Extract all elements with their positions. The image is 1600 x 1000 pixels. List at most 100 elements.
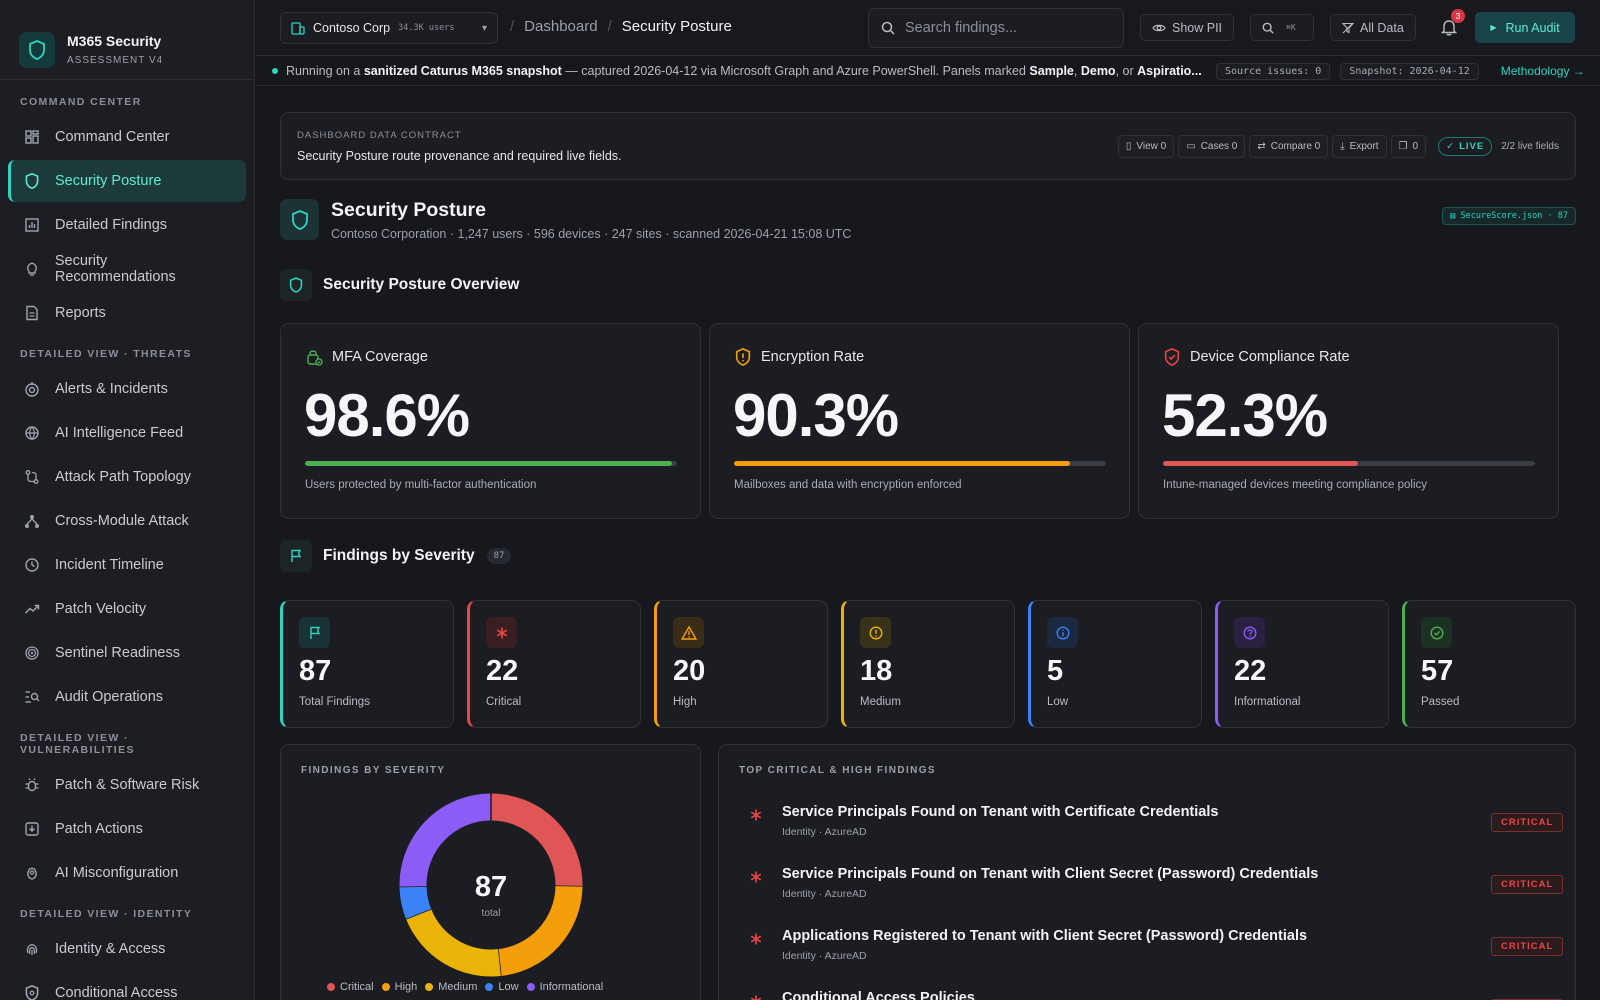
tenant-selector[interactable]: Contoso Corp 34.3K users ▾ — [280, 12, 498, 44]
all-data-filter[interactable]: All Data — [1330, 14, 1416, 41]
search-input[interactable] — [905, 20, 1105, 36]
finding-row[interactable]: Service Principals Found on Tenant with … — [749, 866, 1564, 916]
sidebar-item-audit-operations[interactable]: Audit Operations — [8, 676, 246, 718]
legend-item-high: High — [381, 981, 417, 993]
severity-card-critical[interactable]: 22 Critical — [467, 600, 641, 728]
compare-icon: ⇄ — [1257, 141, 1266, 152]
sidebar-item-command-center[interactable]: Command Center — [8, 116, 246, 158]
severity-card-low[interactable]: 5 Low — [1028, 600, 1202, 728]
kpi-value: 52.3% — [1162, 382, 1328, 449]
network-icon — [23, 512, 41, 530]
export-button[interactable]: ⤓ Export — [1332, 135, 1387, 158]
sidebar-item-label: Patch Velocity — [55, 601, 147, 617]
finding-source: Identity · AzureAD — [782, 826, 867, 838]
severity-count: 22 — [486, 655, 519, 687]
brand: M365 Security ASSESSMENT V4 — [0, 0, 254, 80]
compare-button[interactable]: ⇄ Compare 0 — [1249, 135, 1329, 158]
run-audit-label: Run Audit — [1505, 20, 1560, 35]
copy-icon: ❐ — [1398, 141, 1408, 152]
sidebar-item-label: Cross-Module Attack — [55, 513, 189, 529]
sidebar-item-cross-module-attack[interactable]: Cross-Module Attack — [8, 500, 246, 542]
kpi-description: Intune-managed devices meeting complianc… — [1163, 479, 1428, 491]
brain-icon — [23, 864, 41, 882]
finding-row[interactable]: Conditional Access Policies CRITICAL — [749, 990, 1564, 1000]
kpi-progress-bar — [305, 461, 677, 466]
finding-source: Identity · AzureAD — [782, 888, 867, 900]
sidebar-item-security-recommendations[interactable]: Security Recommendations — [8, 248, 246, 290]
check-circle-icon — [1421, 617, 1452, 648]
notifications-button[interactable]: 3 — [1436, 9, 1465, 40]
run-audit-button[interactable]: ▶ Run Audit — [1475, 12, 1575, 43]
legend-label: Critical — [340, 981, 374, 993]
bookmark-icon: ▯ — [1125, 141, 1132, 152]
breadcrumb-root[interactable]: Dashboard — [524, 18, 598, 35]
sidebar-item-alerts-incidents[interactable]: Alerts & Incidents — [8, 368, 246, 410]
kpi-card[interactable]: Encryption Rate 90.3% Mailboxes and data… — [709, 323, 1130, 519]
methodology-link[interactable]: Methodology → — [1500, 64, 1585, 78]
sidebar-item-security-posture[interactable]: Security Posture — [8, 160, 246, 202]
kpi-card[interactable]: Device Compliance Rate 52.3% Intune-mana… — [1138, 323, 1559, 519]
sidebar-item-ai-intelligence-feed[interactable]: AI Intelligence Feed — [8, 412, 246, 454]
sidebar-item-reports[interactable]: Reports — [8, 292, 246, 334]
severity-card-informational[interactable]: 22 Informational — [1215, 600, 1389, 728]
command-palette-button[interactable]: ⌘K — [1250, 14, 1314, 41]
sidebar-item-label: Identity & Access — [55, 941, 166, 957]
donut-slice-medium[interactable] — [406, 908, 501, 977]
severity-card-passed[interactable]: 57 Passed — [1402, 600, 1576, 728]
live-label: LIVE — [1459, 141, 1485, 152]
tenant-users: 34.3K users — [398, 23, 455, 33]
info-icon — [1047, 617, 1078, 648]
source-file-chip[interactable]: ▤ SecureScore.json · 87 — [1442, 207, 1576, 225]
brand-subtitle: ASSESSMENT V4 — [67, 55, 164, 66]
sidebar-item-label: Patch & Software Risk — [55, 777, 200, 793]
donut-slice-informational[interactable] — [399, 793, 492, 887]
globe-icon — [23, 424, 41, 442]
sidebar-item-patch-velocity[interactable]: Patch Velocity — [8, 588, 246, 630]
donut-slice-high[interactable] — [497, 885, 583, 976]
download-icon: ⤓ — [1340, 141, 1345, 152]
search-box[interactable] — [868, 8, 1124, 48]
filter-off-icon — [1342, 22, 1354, 34]
donut-center-label: total — [481, 908, 501, 919]
copies-button[interactable]: ❐ 0 — [1390, 135, 1427, 158]
sidebar-item-conditional-access[interactable]: Conditional Access — [8, 972, 246, 1000]
severity-label: Low — [1047, 696, 1069, 708]
show-pii-button[interactable]: Show PII — [1140, 14, 1235, 41]
severity-count: 18 — [860, 655, 893, 687]
sidebar-item-sentinel-readiness[interactable]: Sentinel Readiness — [8, 632, 246, 674]
severity-card-total-findings[interactable]: 87 Total Findings — [280, 600, 454, 728]
cases-button[interactable]: ▭ Cases 0 — [1178, 135, 1246, 158]
sidebar-item-ai-misconfiguration[interactable]: AI Misconfiguration — [8, 852, 246, 894]
sidebar-item-patch-software-risk[interactable]: Patch & Software Risk — [8, 764, 246, 806]
finding-row[interactable]: Applications Registered to Tenant with C… — [749, 928, 1564, 978]
kpi-card[interactable]: MFA Coverage 98.6% Users protected by mu… — [280, 323, 701, 519]
sidebar-item-attack-path-topology[interactable]: Attack Path Topology — [8, 456, 246, 498]
sidebar-item-identity-access[interactable]: Identity & Access — [8, 928, 246, 970]
kpi-progress-fill — [734, 461, 1070, 466]
kpi-progress-fill — [1163, 461, 1358, 466]
snapshot-banner: Running on a sanitized Caturus M365 snap… — [256, 57, 1600, 86]
top-findings-title: TOP CRITICAL & HIGH FINDINGS — [739, 765, 936, 776]
shield-check-icon — [1163, 348, 1181, 366]
finding-row[interactable]: Service Principals Found on Tenant with … — [749, 804, 1564, 854]
asterisk-icon — [749, 932, 763, 951]
msg-bold: Sample — [1029, 64, 1074, 78]
source-issues-chip: Source issues: 0 — [1216, 62, 1331, 80]
severity-title: Findings by Severity — [323, 547, 475, 564]
legend-item-low: Low — [485, 981, 519, 993]
sidebar-item-detailed-findings[interactable]: Detailed Findings — [8, 204, 246, 246]
legend-swatch — [485, 983, 494, 991]
clock-icon — [23, 556, 41, 574]
alert-circle-icon — [860, 617, 891, 648]
donut-legend: Critical High Medium Low Informational — [327, 981, 611, 993]
legend-label: Low — [498, 981, 519, 993]
sidebar-item-patch-actions[interactable]: Patch Actions — [8, 808, 246, 850]
finding-title: Service Principals Found on Tenant with … — [782, 804, 1219, 820]
severity-card-medium[interactable]: 18 Medium — [841, 600, 1015, 728]
topbar: Contoso Corp 34.3K users ▾ / Dashboard /… — [256, 0, 1600, 56]
donut-slice-critical[interactable] — [490, 793, 583, 887]
severity-card-high[interactable]: 20 High — [654, 600, 828, 728]
msg-part: — captured 2026-04-12 via Microsoft Grap… — [561, 64, 1030, 78]
sidebar-item-incident-timeline[interactable]: Incident Timeline — [8, 544, 246, 586]
view-button[interactable]: ▯ View 0 — [1117, 135, 1175, 158]
